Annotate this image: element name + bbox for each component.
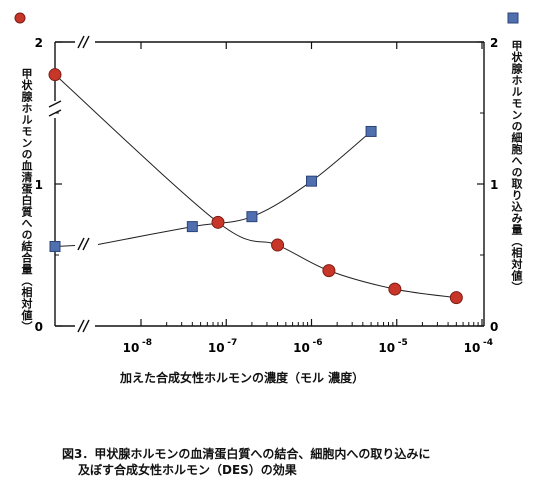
x-tick-label: 10 <box>293 341 310 355</box>
y-axis-left-label: 甲状腺ホルモンの血清蛋白質への結合量（相対値） <box>20 68 33 333</box>
binding-point <box>271 238 285 252</box>
legend-circle-marker <box>14 12 26 24</box>
y-left-tick-label: 0 <box>35 320 43 334</box>
x-tick-exponent: -7 <box>227 338 237 348</box>
caption-line-1: 図3．甲状腺ホルモンの血清蛋白質への結合、細胞内への取り込みに <box>62 447 431 461</box>
binding-point <box>211 215 225 229</box>
x-axis-break <box>77 319 90 333</box>
binding-point <box>322 264 336 278</box>
y-left-tick-label: 1 <box>35 178 43 192</box>
legend-square-marker <box>507 12 519 24</box>
binding-point <box>388 282 402 296</box>
y-right-tick-label: 0 <box>490 320 498 334</box>
binding-curve <box>54 74 457 299</box>
data-points <box>14 12 519 305</box>
y-axis-right-label: 甲状腺ホルモンの細胞への取り込み量（相対値） <box>510 40 523 293</box>
x-tick-exponent: -5 <box>398 338 408 348</box>
square-curve-break <box>77 237 90 251</box>
x-tick-exponent: -8 <box>142 338 152 348</box>
fitted-curves <box>54 74 457 299</box>
x-tick-exponent: -6 <box>313 338 323 348</box>
binding-point <box>48 68 62 82</box>
x-tick-label: 10 <box>123 341 140 355</box>
binding-point <box>449 291 463 305</box>
uptake-point <box>246 211 258 223</box>
axes <box>48 35 485 333</box>
y-axis-break <box>48 100 62 117</box>
top-axis-break <box>77 35 90 49</box>
uptake-point <box>306 175 317 187</box>
uptake-point <box>365 125 377 137</box>
y-left-tick-label: 2 <box>35 36 43 50</box>
x-tick-label: 10 <box>464 341 481 355</box>
x-tick-label: 10 <box>208 341 225 355</box>
uptake-point <box>49 240 61 252</box>
y-right-tick-label: 1 <box>490 178 498 192</box>
x-axis-label: 加えた合成女性ホルモンの濃度（モル 濃度） <box>120 371 365 385</box>
x-tick-exponent: -4 <box>483 338 493 348</box>
x-tick-label: 10 <box>378 341 395 355</box>
uptake-curve <box>97 131 372 245</box>
figure-caption: 図3．甲状腺ホルモンの血清蛋白質への結合、細胞内への取り込みに 及ぼす合成女性ホ… <box>62 446 430 478</box>
uptake-point <box>186 221 198 233</box>
y-right-tick-label: 2 <box>490 36 498 50</box>
caption-line-2: 及ぼす合成女性ホルモン（DES）の効果 <box>78 463 297 477</box>
